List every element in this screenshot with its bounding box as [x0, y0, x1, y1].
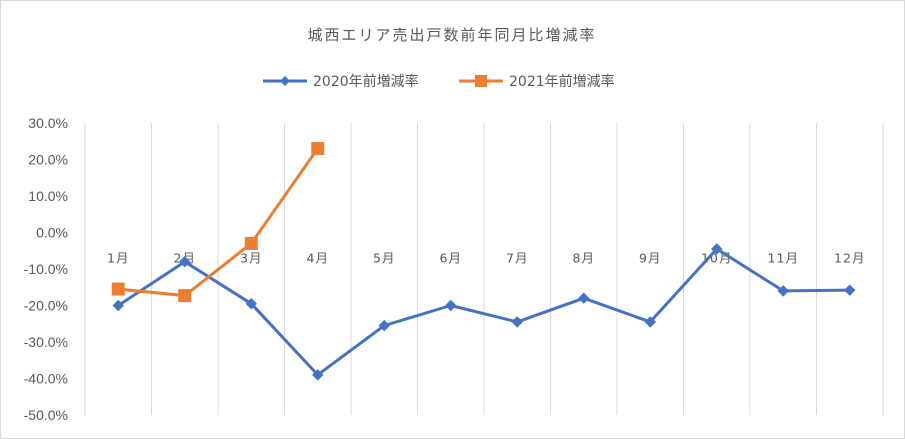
data-point: [311, 142, 325, 156]
data-point: [445, 299, 457, 312]
x-tick-label: 9月: [639, 251, 661, 266]
x-tick-label: 11月: [768, 251, 799, 266]
legend-item: 2020年前増減率: [263, 73, 419, 90]
data-point: [511, 316, 523, 328]
chart-legend: 2020年前増減率 2021年前増減率: [263, 73, 615, 90]
data-point: [312, 369, 324, 381]
data-point: [711, 243, 723, 255]
series-2: [111, 142, 325, 303]
x-tick-label: 12月: [834, 251, 865, 266]
y-tick-label: -50.0%: [24, 407, 68, 423]
y-tick-label: 30.0%: [28, 115, 68, 131]
y-tick-label: -10.0%: [24, 261, 68, 277]
y-tick-label: -20.0%: [24, 298, 68, 314]
legend-label: 2020年前増減率: [313, 73, 419, 90]
x-axis-tick-labels: 1月2月3月4月5月6月7月8月9月10月11月12月: [107, 251, 865, 266]
x-tick-label: 1月: [107, 251, 129, 266]
x-tick-label: 6月: [440, 251, 462, 266]
data-point: [378, 319, 390, 332]
x-tick-label: 7月: [506, 251, 528, 266]
legend-marker-square: [475, 75, 487, 87]
x-tick-label: 5月: [373, 251, 395, 266]
y-tick-label: 20.0%: [28, 152, 68, 168]
data-point: [178, 289, 192, 303]
data-point: [644, 316, 656, 328]
data-point: [777, 285, 789, 297]
data-point: [244, 236, 258, 250]
y-tick-label: 10.0%: [28, 188, 68, 204]
series-line: [118, 147, 319, 298]
legend-label: 2021年前増減率: [509, 73, 615, 90]
series-line: [117, 247, 850, 377]
chart-title: 城西エリア売出戸数前年同月比増減率: [307, 26, 596, 44]
y-tick-label: -30.0%: [24, 334, 68, 350]
y-tick-label: -40.0%: [24, 371, 68, 387]
data-point: [112, 299, 124, 312]
legend-item: 2021年前増減率: [459, 73, 615, 90]
legend-marker-diamond: [280, 76, 290, 86]
series-1: [112, 243, 856, 381]
series-layer: [111, 142, 856, 381]
y-axis-tick-labels: 30.0% 20.0% 10.0% 0.0% -10.0% -20.0% -30.0% -40…: [24, 115, 68, 423]
data-point: [578, 292, 590, 304]
data-point: [245, 297, 257, 310]
x-tick-label: 8月: [573, 251, 595, 266]
data-point: [844, 284, 856, 296]
y-tick-label: 0.0%: [36, 225, 68, 241]
x-tick-label: 4月: [307, 251, 329, 266]
x-tick-label: 3月: [240, 251, 262, 266]
data-point: [111, 282, 125, 296]
chart-grid: [84, 123, 884, 415]
data-point: [179, 255, 191, 268]
